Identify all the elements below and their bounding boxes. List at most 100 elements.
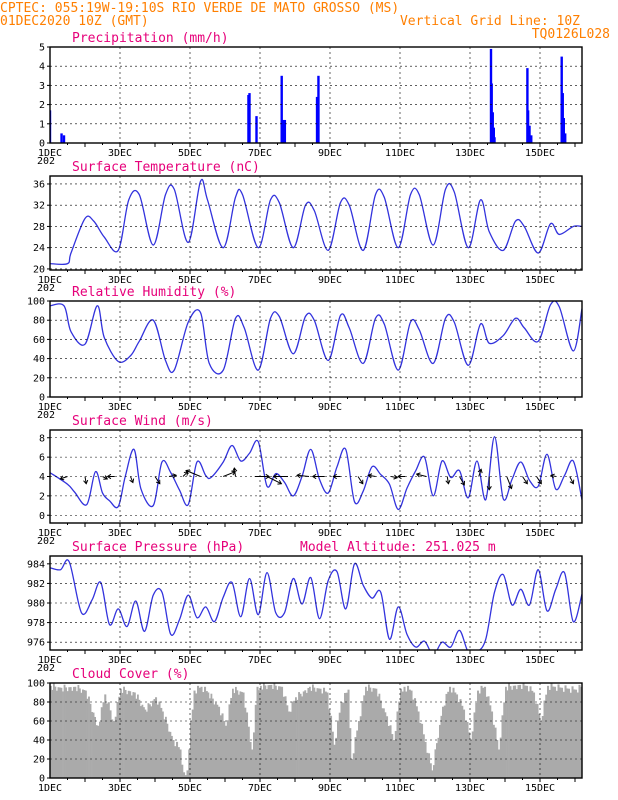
cloud-bar (269, 685, 271, 778)
wind-arrow (415, 472, 427, 478)
cloud-bar (200, 686, 203, 778)
cloud-bar (496, 740, 499, 778)
wind-arrow (506, 476, 513, 490)
y-tick-label: 0 (39, 511, 45, 522)
cloud-bar (312, 684, 314, 778)
cloud-bar (155, 697, 158, 778)
x-tick-label: 13DEC (455, 148, 485, 159)
x-tick-label: 15DEC (525, 148, 555, 159)
x-tick-label: 5DEC (178, 528, 202, 539)
pressure-title: Surface Pressure (hPa) (72, 540, 244, 555)
cloud-bar (91, 711, 93, 778)
cloud-bar (83, 690, 86, 778)
cloud-bar (263, 683, 265, 778)
cloud-bar (140, 706, 142, 778)
cloud-bar (407, 685, 410, 778)
cloud-bar (328, 709, 331, 778)
cloud-bar (205, 691, 208, 778)
cloud-bar (473, 712, 476, 778)
wind-arrow (129, 476, 135, 484)
cloud-bar (160, 707, 163, 778)
cloud-bar (324, 691, 327, 778)
cloud-bar (372, 688, 375, 778)
cloud-bar (134, 692, 136, 778)
cloud-bar (88, 696, 90, 778)
cloud-bar (247, 726, 250, 778)
cloud-bar (60, 687, 63, 778)
cloud-bar (434, 749, 437, 778)
x-tick-label: 3DEC (108, 402, 132, 413)
cloud-bar (267, 685, 270, 778)
x-tick-label: 1DEC (38, 528, 62, 539)
x-tick-label: 9DEC (318, 528, 342, 539)
cloud-bar (124, 689, 127, 778)
cloud-bar (198, 687, 201, 778)
cloud-bar (166, 723, 169, 778)
cloud-bar (321, 693, 324, 778)
y-tick-label: 976 (27, 638, 45, 649)
cloud-bar (338, 712, 341, 778)
cloud-bar (56, 690, 58, 778)
cloud-bar (97, 725, 100, 778)
y-tick-label: 2 (39, 100, 45, 111)
precip-bar (526, 110, 530, 143)
temperature-frame (49, 175, 583, 271)
y-tick-label: 20 (33, 264, 45, 275)
cloud-bar (433, 765, 435, 778)
precipitation-frame (49, 46, 583, 144)
y-tick-label: 20 (33, 373, 45, 384)
y-tick-label: 6 (39, 453, 45, 464)
y-tick-label: 980 (27, 599, 45, 610)
cloud-bar (335, 737, 338, 778)
cloud-bar (254, 704, 257, 778)
cloud-bar (104, 694, 107, 778)
wind-arrow (311, 473, 325, 480)
cloud-bar (152, 700, 154, 778)
cloud-bar (193, 690, 196, 778)
wind-arrow (102, 475, 109, 480)
cloud-bar (484, 686, 487, 778)
cloud-bar (138, 699, 141, 778)
cloud-bar (272, 688, 274, 778)
cloud-bar (261, 689, 264, 778)
precip-bar (280, 75, 283, 143)
cloud-bar (512, 685, 515, 778)
cloud-bar (363, 695, 366, 778)
x-tick-label: 11DEC (385, 148, 415, 159)
cloud-bar (264, 685, 267, 778)
cloud-bar (575, 689, 578, 778)
humidity-frame (49, 300, 583, 398)
cloud-bar (506, 690, 509, 778)
precipitation-title: Precipitation (mm/h) (72, 31, 229, 46)
precip-bar (493, 137, 496, 143)
x-tick-label: 1DEC (38, 275, 62, 286)
cloud-bar (71, 690, 74, 778)
y-tick-label: 4 (39, 472, 45, 483)
cloud-bar (540, 721, 543, 778)
wind-arrow (522, 476, 528, 485)
cloud-bar (181, 764, 184, 778)
x-tick-label: 5DEC (178, 655, 202, 666)
y-tick-label: 0 (39, 139, 45, 150)
cloud-bar (443, 705, 446, 778)
cloud-bar (296, 699, 299, 778)
cloud-bar (74, 686, 77, 778)
cloud-bar (107, 702, 110, 778)
cloud-bar (437, 737, 440, 778)
cloud-bar (218, 706, 221, 778)
y-tick-label: 40 (33, 354, 45, 365)
cloud-bar (531, 690, 534, 778)
cloud-bar (400, 688, 403, 778)
precipitation-data (50, 48, 567, 143)
precip-bar (283, 119, 287, 143)
wind-arrow (154, 476, 161, 485)
x-year-stub: 202 (37, 663, 55, 674)
header-model: TQ0126L028 (532, 27, 610, 42)
cloud-bar (569, 692, 572, 778)
cloud-bar (555, 690, 558, 778)
cloud-bar (514, 685, 517, 778)
temperature-title: Surface Temperature (nC) (72, 160, 260, 175)
cloud-bar (491, 711, 494, 778)
cloud-bar (534, 703, 537, 778)
cloud-bar (428, 753, 431, 778)
